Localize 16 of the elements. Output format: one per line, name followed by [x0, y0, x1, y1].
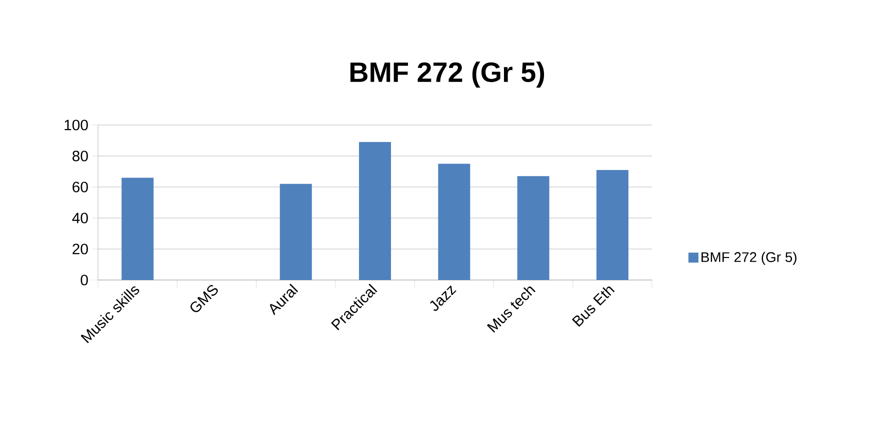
- y-tick-label: 40: [72, 212, 88, 224]
- x-tick-label: Mus tech: [486, 286, 536, 333]
- bar: [596, 170, 628, 280]
- y-tick-label: 0: [80, 274, 88, 286]
- bar: [122, 178, 154, 280]
- y-tick-label: 20: [72, 244, 88, 254]
- y-tick-label: 80: [72, 150, 88, 162]
- y-tick-label: 100: [64, 120, 88, 130]
- bar: [438, 164, 470, 280]
- legend-label: BMF 272 (Gr 5): [702, 252, 796, 265]
- x-tick-label: Bus Eth: [572, 286, 615, 327]
- bar: [517, 176, 550, 280]
- chart-title: BMF 272 (Gr 5): [350, 62, 544, 88]
- bar: [280, 184, 312, 280]
- bar: [359, 142, 391, 280]
- y-tick-label: 60: [72, 182, 88, 192]
